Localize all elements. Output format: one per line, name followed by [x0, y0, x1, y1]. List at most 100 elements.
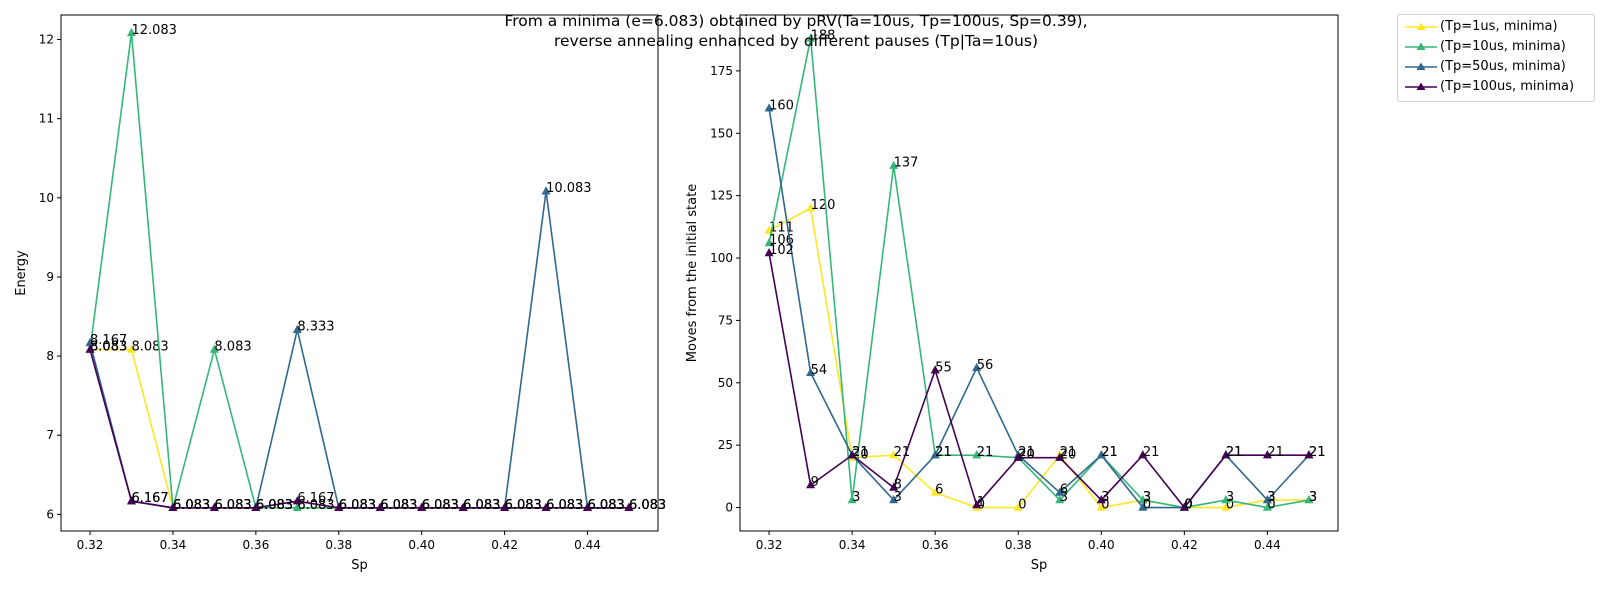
- data-label: 6.083: [588, 498, 625, 513]
- data-label: 3: [1143, 490, 1151, 505]
- y-tick-label: 8: [46, 349, 54, 363]
- data-label: 6.083: [505, 498, 542, 513]
- x-axis-label: Sp: [1031, 558, 1048, 573]
- data-label: 6.083: [588, 498, 625, 513]
- data-label: 6.083: [173, 498, 210, 513]
- x-tick-label: 0.44: [1254, 538, 1281, 552]
- data-point: [292, 496, 302, 505]
- data-label: 21: [1143, 445, 1160, 460]
- data-point: [624, 502, 634, 512]
- series-line: [768, 37, 1310, 509]
- data-label: 21: [1018, 445, 1035, 460]
- data-label: 3: [852, 490, 860, 505]
- data-point: [126, 496, 136, 505]
- data-label: 6.083: [505, 498, 542, 513]
- data-point: [334, 502, 344, 512]
- data-point: [806, 203, 816, 212]
- data-label: 0: [1267, 498, 1275, 513]
- data-point: [209, 502, 219, 512]
- data-label: 21: [1101, 445, 1118, 460]
- data-point: [806, 33, 816, 42]
- data-point: [126, 344, 136, 353]
- data-label: 0: [1184, 498, 1192, 513]
- data-label: 20: [1060, 448, 1077, 463]
- data-point: [209, 344, 219, 353]
- data-point: [972, 450, 982, 459]
- legend-label-tp1: (Tp=1us, minima): [1440, 19, 1558, 34]
- series-line: [89, 32, 629, 509]
- data-label: 6.083: [297, 498, 334, 513]
- data-label: 12.083: [131, 23, 177, 38]
- data-label: 6.083: [629, 498, 666, 513]
- legend-swatch-tp1: [1405, 22, 1437, 30]
- data-point: [1262, 495, 1272, 504]
- x-axis-label: Sp: [351, 558, 368, 573]
- y-tick-label: 25: [718, 438, 733, 452]
- data-point: [1096, 495, 1106, 504]
- data-label: 6.083: [546, 498, 583, 513]
- data-label: 0: [1184, 498, 1192, 513]
- data-label: 6.083: [546, 498, 583, 513]
- data-label: 6.083: [588, 498, 625, 513]
- data-point: [930, 365, 940, 374]
- data-point: [1221, 495, 1231, 504]
- data-label: 3: [1267, 490, 1275, 505]
- data-label: 3: [1267, 490, 1275, 505]
- data-label: 8.333: [297, 320, 334, 335]
- legend-item-tp50: (Tp=50us, minima): [1398, 57, 1594, 77]
- data-point: [458, 502, 468, 512]
- data-label: 6.083: [629, 498, 666, 513]
- data-label: 8.167: [90, 333, 127, 348]
- y-tick-label: 6: [46, 507, 54, 521]
- data-point: [1055, 495, 1065, 504]
- data-label: 6.083: [505, 498, 542, 513]
- data-label: 6: [1060, 483, 1068, 498]
- data-label: 6.083: [339, 498, 376, 513]
- legend-label-tp10: (Tp=10us, minima): [1440, 39, 1566, 54]
- data-label: 0: [1226, 498, 1234, 513]
- data-label: 21: [1226, 445, 1243, 460]
- data-label: 0: [1184, 498, 1192, 513]
- x-tick-label: 0.40: [408, 538, 435, 552]
- x-tick-label: 0.42: [491, 538, 518, 552]
- data-point: [930, 487, 940, 496]
- figure-title: From a minima (e=6.083) obtained by pRV(…: [0, 11, 1600, 51]
- y-tick-label: 7: [46, 428, 54, 442]
- data-point: [847, 495, 857, 504]
- figure-title-line-1: From a minima (e=6.083) obtained by pRV(…: [504, 12, 1088, 30]
- data-point: [1138, 502, 1148, 511]
- legend-swatch-tp100: [1405, 82, 1437, 90]
- data-label: 21: [894, 445, 911, 460]
- data-label: 21: [977, 445, 994, 460]
- data-label: 8.083: [214, 340, 251, 355]
- data-point: [1013, 452, 1023, 461]
- data-label: 21: [1267, 445, 1284, 460]
- data-point: [1262, 450, 1272, 459]
- data-label: 3: [1101, 490, 1109, 505]
- data-point: [168, 502, 178, 512]
- data-point: [889, 160, 899, 169]
- data-point: [764, 103, 774, 112]
- data-label: 8.083: [131, 340, 168, 355]
- legend-swatch-tp50: [1405, 62, 1437, 70]
- data-label: 21: [1226, 445, 1243, 460]
- series-line: [89, 349, 629, 509]
- x-tick-label: 0.32: [77, 538, 104, 552]
- data-point: [375, 502, 385, 512]
- data-label: 6: [935, 483, 943, 498]
- y-axis-label: Moves from the initial state: [685, 184, 700, 362]
- data-label: 3: [1226, 490, 1234, 505]
- data-label: 6.083: [422, 498, 459, 513]
- legend-swatch-tp10: [1405, 42, 1437, 50]
- data-label: 21: [1309, 445, 1326, 460]
- data-label: 106: [769, 233, 794, 248]
- data-point: [251, 502, 261, 512]
- data-label: 6.083: [546, 498, 583, 513]
- data-point: [1262, 502, 1272, 511]
- series-4: 102 9 21 8 55 1 20 20 3 21 0 21 21 21: [764, 243, 1325, 513]
- series-line: [768, 207, 1309, 509]
- y-tick-label: 11: [39, 112, 54, 126]
- data-point: [417, 502, 427, 512]
